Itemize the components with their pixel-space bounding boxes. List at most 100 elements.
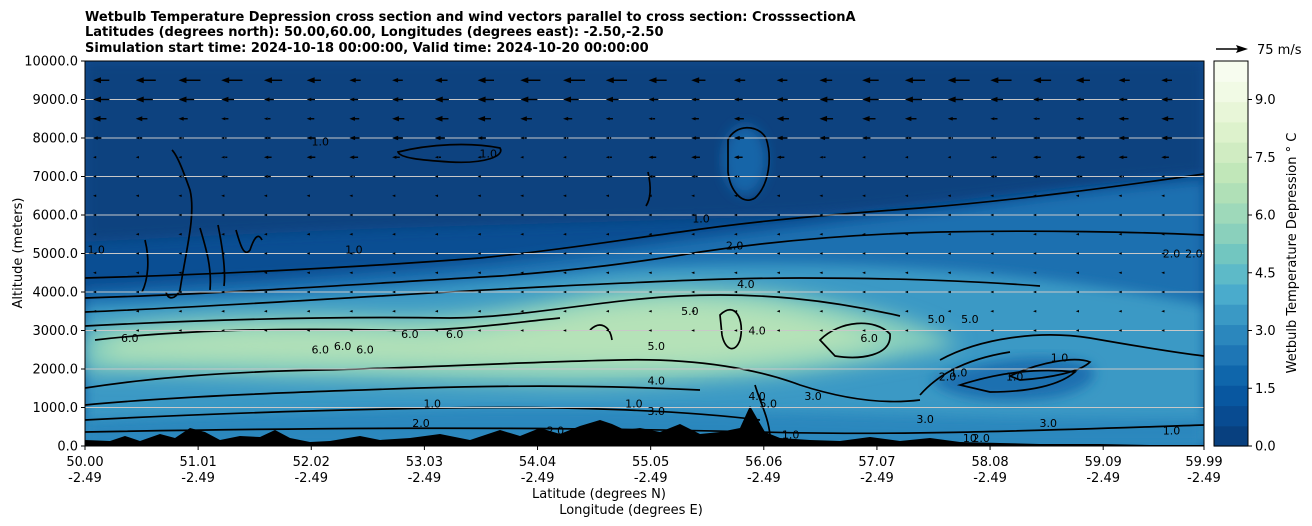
wind-vector-head <box>263 310 268 313</box>
wind-vector-head <box>1033 77 1042 84</box>
contour-label: 1.0 <box>345 244 363 257</box>
wind-vector-head <box>263 194 268 197</box>
wind-vector-head <box>1161 329 1165 332</box>
contour-label: 2.0 <box>726 240 744 253</box>
wind-vector-head <box>733 271 738 274</box>
colorbar-swatch <box>1214 243 1248 265</box>
colorbar-swatch <box>1214 385 1248 407</box>
x-tick-label-lat: 55.05 <box>632 455 669 470</box>
wind-vector-head <box>221 77 230 84</box>
wind-vector-head <box>1161 135 1168 141</box>
x-axis-label-latitude: Latitude (degrees N) <box>532 487 666 502</box>
filled-contour-field <box>85 61 1204 446</box>
surface-layer-band <box>85 408 1204 446</box>
wind-vector-head <box>904 213 909 217</box>
wind-vector-head <box>135 213 139 217</box>
wind-vector-head <box>776 233 780 236</box>
contour-line <box>754 384 771 436</box>
wind-vector-head <box>819 233 823 236</box>
wind-vector-head <box>1161 252 1165 255</box>
wind-vector-head <box>691 117 696 121</box>
wind-vector-head <box>263 252 268 255</box>
wind-vector-head <box>263 77 272 84</box>
wind-vector-head <box>1033 194 1037 197</box>
wind-vector-head <box>1033 155 1038 159</box>
wind-vector-head <box>1075 194 1080 197</box>
wind-vector-head <box>605 290 609 294</box>
wind-vector-head <box>392 233 396 236</box>
wind-vector-head <box>1118 135 1125 141</box>
wind-vector-head <box>93 194 97 197</box>
x-tick-label-lat: 56.06 <box>745 455 782 470</box>
wind-vector-head <box>563 156 567 159</box>
wind-vector-head <box>605 136 609 140</box>
y-tick-label: 7000.0 <box>33 170 79 185</box>
wind-vector-head <box>947 156 951 159</box>
wind-vector-head <box>648 194 652 197</box>
wind-vector-head <box>1118 116 1125 121</box>
wind-vector-head <box>178 194 182 197</box>
wind-vector-head <box>520 233 524 236</box>
y-tick-label: 3000.0 <box>33 324 79 339</box>
contour-line <box>727 126 770 201</box>
wind-vector-head <box>135 116 143 122</box>
wind-vector-head <box>178 156 182 159</box>
contour-label: 6.0 <box>121 332 139 345</box>
wind-vector-head <box>904 271 909 274</box>
wind-vector-head <box>648 252 652 255</box>
wind-vector-head <box>178 213 182 217</box>
wind-vector-head <box>135 77 144 84</box>
wind-vector-head <box>178 329 182 332</box>
x-tick-label-lon: -2.49 <box>1187 471 1221 486</box>
wind-vector-head <box>1033 329 1037 332</box>
wind-vector-head <box>349 213 353 217</box>
wind-vector-head <box>947 116 953 121</box>
contour-label: 2.0 <box>547 424 565 437</box>
wind-vector-head <box>93 271 97 274</box>
wind-vector-head <box>477 194 481 197</box>
colorbar-swatch <box>1214 101 1248 123</box>
wind-vector-head <box>605 252 609 255</box>
wind-vector-head <box>221 213 225 217</box>
wind-vector-head <box>178 252 182 255</box>
contour-line <box>141 239 149 293</box>
wind-vector-head <box>990 290 994 294</box>
contour-line <box>719 308 743 350</box>
wind-vector-head <box>349 116 355 121</box>
wind-vector-head <box>1118 97 1124 102</box>
wind-vector-head <box>306 310 310 313</box>
wind-vector-head <box>349 175 353 178</box>
wind-vector-head <box>819 290 823 294</box>
wind-vector-head <box>178 136 182 140</box>
contour-label: 3.0 <box>1040 417 1058 430</box>
colorbar-swatch <box>1214 61 1248 82</box>
x-tick-label-lat: 50.00 <box>66 455 103 470</box>
wind-vector-head <box>221 194 225 197</box>
wind-vector-head <box>135 175 139 178</box>
wind-vector-head <box>477 77 486 84</box>
wind-vector-head <box>1033 117 1037 121</box>
wind-vector-head <box>1075 77 1084 84</box>
wind-vector-head <box>306 290 310 294</box>
wind-vector-head <box>904 252 909 255</box>
wind-vector-head <box>1161 78 1168 83</box>
wind-vector-head <box>135 96 144 103</box>
contour-label: 3.0 <box>804 390 822 403</box>
wind-vector-head <box>1075 271 1080 274</box>
wind-vector-head <box>93 310 97 313</box>
wind-vector-head <box>990 310 994 313</box>
contour-label: 1.0 <box>1051 351 1069 364</box>
wind-vector-head <box>605 329 609 332</box>
contour-label: 5.0 <box>928 313 946 326</box>
contour-labels: 1.01.01.0 1.01.02.04.02.0 2.05.05.0 5.06.06… <box>87 136 1202 445</box>
wind-vector-head <box>392 97 399 102</box>
wind-vector-head <box>306 213 310 217</box>
wind-vector-head <box>947 290 951 294</box>
wind-vector-head <box>221 96 229 103</box>
wind-vector-head <box>221 233 225 236</box>
colorbar-frame <box>1213 60 1249 447</box>
wind-vector-head <box>990 271 994 274</box>
wind-vector-head <box>1118 233 1122 236</box>
contour-label: 1.0 <box>950 367 968 380</box>
contour-line <box>818 322 891 359</box>
